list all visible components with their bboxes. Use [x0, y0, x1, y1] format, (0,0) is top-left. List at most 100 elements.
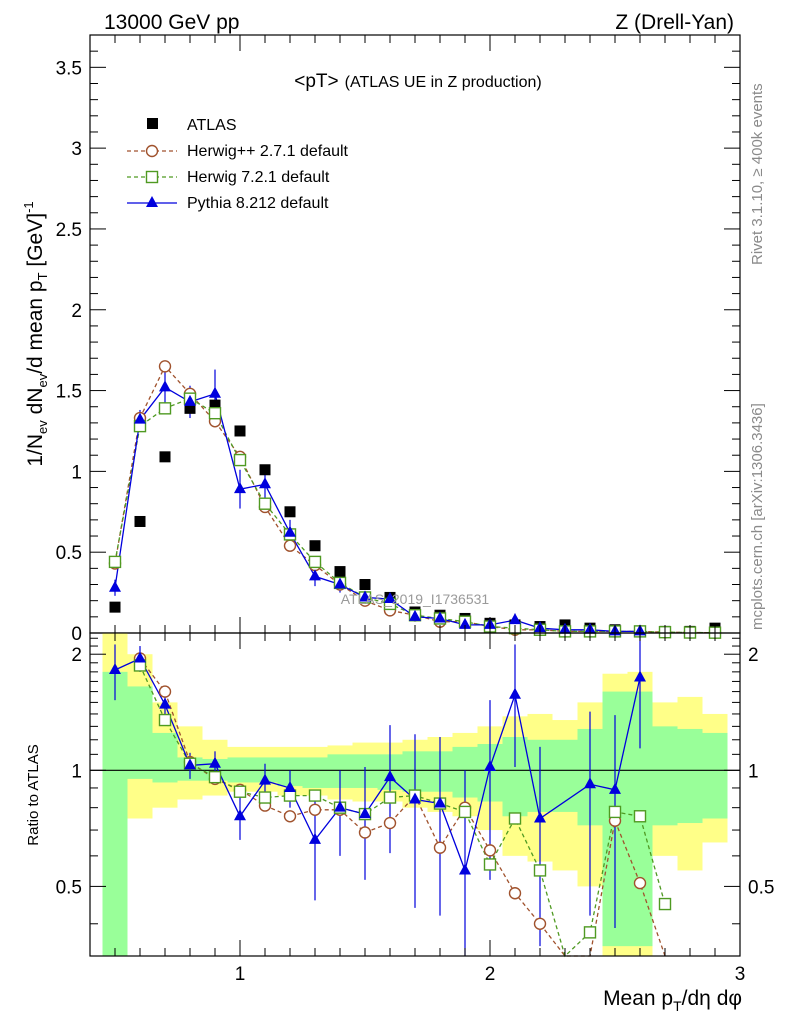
legend-entry-pythia: Pythia 8.212 default [127, 195, 329, 212]
main-pythia-point [284, 525, 296, 537]
ratio-y-axis-label: Ratio to ATLAS [25, 744, 42, 845]
ratio-herwigpp-point [483, 844, 497, 857]
main-pythia-point [134, 412, 146, 424]
legend-label-atlas: ATLAS [187, 117, 237, 134]
band-green-segment [102, 671, 128, 956]
main-atlas-point [309, 540, 321, 552]
main-atlas-point [134, 515, 146, 527]
ratio-herwigpp-point [308, 803, 322, 816]
process-label: Z (Drell-Yan) [615, 11, 734, 34]
ratio-panel: 0.5 0.5 1 1 2 2 1 2 3 Ratio to ATLAS Mean pT/dη … [25, 632, 774, 1014]
ratio-pythia-point [609, 782, 621, 794]
ratio-pythia-point [409, 792, 421, 804]
band-green-segment [127, 686, 153, 779]
ratio-herwig7-point [258, 791, 272, 804]
ratio-y-tick-label: 2 [71, 645, 82, 666]
main-pythia-point [459, 617, 471, 629]
main-pythia-point [159, 380, 171, 392]
legend-label-pythia: Pythia 8.212 default [187, 195, 329, 212]
ratio-herwig7-point [483, 858, 497, 871]
main-pythia-point [184, 394, 196, 406]
ratio-data-layer [90, 633, 740, 958]
x-axis-label: Mean pT/dη dφ [603, 987, 742, 1014]
x-tick-label: 1 [235, 964, 246, 985]
main-pythia-point [409, 609, 421, 621]
legend-entry-herwig7: Herwig 7.2.1 default [127, 169, 330, 186]
ratio-herwig7-point [233, 785, 247, 798]
main-y-tick-label: 2.5 [56, 220, 82, 241]
main-y-tick-label: 3.5 [56, 58, 82, 79]
ratio-herwigpp-point [158, 685, 172, 698]
ratio-herwig7-point [383, 791, 397, 804]
ratio-y-tick-label: 1 [71, 761, 82, 782]
main-pythia-point [209, 386, 221, 398]
x-tick-label: 3 [735, 964, 746, 985]
main-y-tick-label: 0 [71, 624, 82, 645]
main-pythia-point [384, 592, 396, 604]
main-herwig7-point [308, 555, 322, 569]
legend-marker-herwigpp [145, 144, 159, 158]
legend-entry-atlas: ATLAS [147, 117, 237, 134]
ratio-herwigpp-point [633, 876, 647, 890]
band-green-segment [152, 732, 178, 783]
main-pythia-point [234, 482, 246, 494]
plot-title-sub: (ATLAS UE in Z production) [345, 74, 542, 91]
ratio-pythia-point [534, 811, 546, 823]
ratio-herwig7-point [583, 926, 597, 939]
main-herwig7-point [233, 453, 247, 467]
main-y-tick-label: 3 [71, 139, 82, 160]
plot-title: <pT> (ATLAS UE in Z production) [294, 71, 541, 92]
main-pythia-point [309, 569, 321, 581]
band-green-segment [552, 739, 578, 812]
ratio-herwig7-point [633, 810, 647, 823]
main-pythia-point [434, 611, 446, 623]
watermark: ATLAS_2019_I1736531 [341, 591, 490, 607]
legend-entry-herwigpp: Herwig++ 2.7.1 default [127, 143, 349, 160]
legend-label-herwigpp: Herwig++ 2.7.1 default [187, 143, 349, 160]
main-axis-ticks: 0 0.5 1 1.5 2 2.5 3 3.5 [56, 35, 740, 645]
main-herwigpp-point [158, 360, 172, 373]
main-y-tick-label: 1.5 [56, 382, 82, 403]
band-green-segment [702, 732, 728, 819]
ratio-pythia-point [309, 832, 321, 844]
ratio-y-tick-label: 0.5 [56, 877, 82, 898]
main-pythia-point [109, 580, 121, 592]
main-atlas-point [259, 464, 271, 476]
main-y-axis-label: 1/Nev dNev/d mean pT [GeV]-1 [21, 201, 50, 466]
ratio-herwigpp-point [283, 810, 297, 823]
main-atlas-point [359, 579, 371, 591]
ratio-pythia-point [509, 687, 521, 699]
ratio-herwigpp-point [508, 887, 522, 900]
ratio-herwigpp-point [383, 816, 397, 830]
x-tick-label: 2 [485, 964, 496, 985]
band-green-segment [677, 728, 703, 824]
main-pythia-point [509, 613, 521, 625]
ratio-pythia-point [634, 670, 646, 682]
main-herwig7-point [108, 555, 122, 569]
ratio-axis-ticks: 0.5 0.5 1 1 2 2 1 2 3 [56, 633, 774, 985]
ratio-pythia-point [434, 796, 446, 808]
band-green-segment [652, 726, 678, 826]
main-pythia-point [334, 577, 346, 589]
main-pythia-point [259, 477, 271, 489]
source-label: mcplots.cern.ch [arXiv:1306.3436] [749, 403, 766, 630]
main-atlas-point [184, 402, 196, 414]
main-atlas-point [334, 566, 346, 578]
main-y-tick-label: 1 [71, 462, 82, 483]
ratio-herwig7-point [158, 713, 172, 727]
ratio-herwig7-point [658, 897, 672, 911]
ratio-pythia-point [234, 809, 246, 821]
main-atlas-point [159, 451, 171, 463]
ratio-pythia-point [159, 697, 171, 709]
main-atlas-point [284, 506, 296, 518]
ratio-pythia-point [109, 663, 121, 675]
ratio-pythia-point [384, 770, 396, 782]
main-atlas-point [209, 399, 221, 411]
main-herwig7-point [158, 402, 172, 415]
main-herwigpp-point [283, 539, 297, 552]
ratio-y-tick-label-right: 2 [748, 645, 759, 666]
main-panel: 0 0.5 1 1.5 2 2.5 3 3.5 <pT> (ATLAS UE in Z prod… [21, 34, 741, 645]
ratio-pythia-point [209, 756, 221, 768]
legend: ATLAS Herwig++ 2.7.1 default Herwig 7.2.… [127, 117, 349, 212]
